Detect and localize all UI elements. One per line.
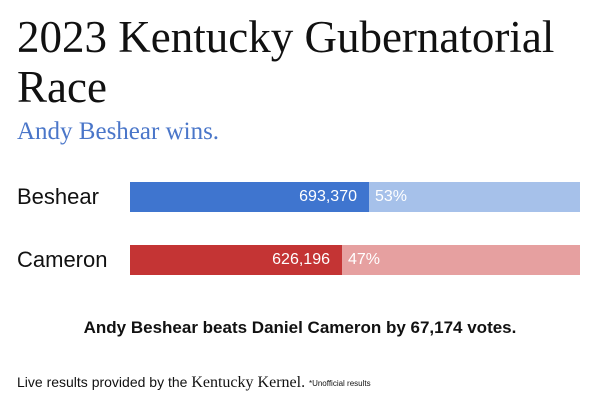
unofficial-note: *Unofficial results — [308, 379, 371, 388]
value-label-beshear: 693,370 — [299, 188, 357, 205]
percent-label-beshear: 53% — [375, 188, 408, 205]
footer-text: Live results provided by the — [17, 374, 188, 390]
bar-cameron-remainder: 47% — [342, 245, 580, 275]
candidate-label-cameron: Cameron — [17, 247, 108, 272]
percent-label-cameron: 47% — [348, 251, 381, 268]
bar-beshear-votes: 693,370 — [130, 182, 369, 212]
result-summary: Andy Beshear beats Daniel Cameron by 67,… — [83, 318, 517, 337]
bar-track-beshear: 693,370 53% — [130, 182, 580, 212]
chart-subtitle: Andy Beshear wins. — [17, 118, 220, 145]
bar-row-cameron: Cameron 626,196 47% — [17, 245, 587, 275]
bar-beshear-remainder: 53% — [369, 182, 580, 212]
footer: Live results provided by the Kentucky Ke… — [17, 374, 371, 392]
value-label-cameron: 626,196 — [272, 251, 330, 268]
kernel-brand-link[interactable]: Kentucky Kernel. — [191, 374, 306, 391]
bar-track-cameron: 626,196 47% — [130, 245, 580, 275]
bar-cameron-votes: 626,196 — [130, 245, 342, 275]
candidate-label-beshear: Beshear — [17, 184, 99, 209]
chart-title: 2023 Kentucky Gubernatorial Race — [17, 12, 555, 112]
bar-row-beshear: Beshear 693,370 53% — [17, 182, 587, 212]
